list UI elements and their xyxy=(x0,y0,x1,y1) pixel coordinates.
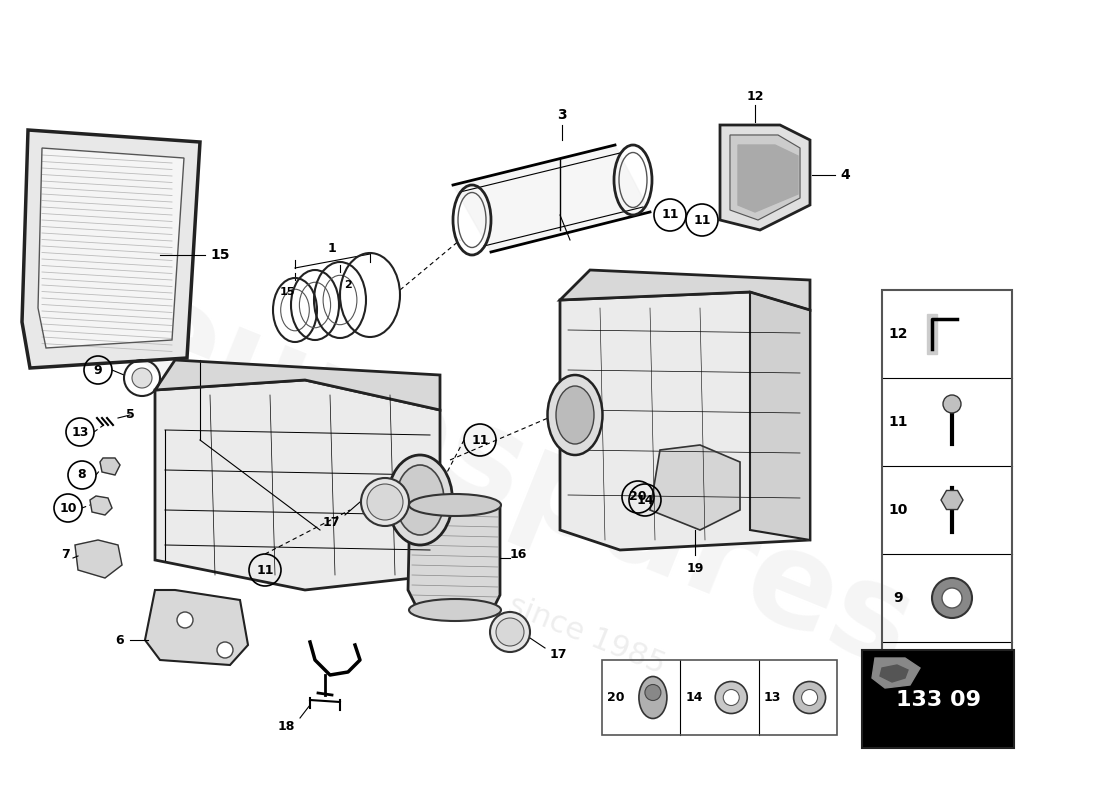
Text: 14: 14 xyxy=(685,691,703,704)
Text: 1: 1 xyxy=(328,242,337,255)
Polygon shape xyxy=(750,292,810,540)
Ellipse shape xyxy=(367,484,403,520)
Ellipse shape xyxy=(645,685,661,701)
Ellipse shape xyxy=(556,386,594,444)
Text: 9: 9 xyxy=(94,363,102,377)
Text: 16: 16 xyxy=(510,549,527,562)
Polygon shape xyxy=(927,314,937,354)
Text: 11: 11 xyxy=(661,209,679,222)
Polygon shape xyxy=(39,148,184,348)
Polygon shape xyxy=(145,590,248,665)
Circle shape xyxy=(802,690,817,706)
Polygon shape xyxy=(880,665,907,682)
Circle shape xyxy=(724,690,739,706)
Text: 17: 17 xyxy=(550,649,568,662)
Text: 11: 11 xyxy=(471,434,488,446)
Ellipse shape xyxy=(639,677,667,718)
Text: 13: 13 xyxy=(764,691,781,704)
Text: 9: 9 xyxy=(893,591,903,605)
Polygon shape xyxy=(90,496,112,515)
Polygon shape xyxy=(872,658,920,688)
Text: 2: 2 xyxy=(344,280,352,290)
Circle shape xyxy=(177,612,192,628)
Ellipse shape xyxy=(409,494,500,516)
Text: 17: 17 xyxy=(322,517,340,530)
Polygon shape xyxy=(720,125,810,230)
Text: 18: 18 xyxy=(277,719,295,733)
Ellipse shape xyxy=(387,455,452,545)
Text: 20: 20 xyxy=(629,490,647,503)
Polygon shape xyxy=(730,135,800,220)
Circle shape xyxy=(943,395,961,413)
Polygon shape xyxy=(100,458,120,475)
Polygon shape xyxy=(453,145,650,252)
Text: 19: 19 xyxy=(686,562,704,574)
Ellipse shape xyxy=(548,375,603,455)
Text: 12: 12 xyxy=(889,327,908,341)
Text: 13: 13 xyxy=(72,426,89,438)
Text: 14: 14 xyxy=(636,494,653,506)
Polygon shape xyxy=(738,145,798,212)
Polygon shape xyxy=(155,360,440,410)
Polygon shape xyxy=(560,292,810,550)
Circle shape xyxy=(932,578,972,618)
Text: 12: 12 xyxy=(746,90,763,102)
Polygon shape xyxy=(22,130,200,368)
Text: 5: 5 xyxy=(125,409,134,422)
Text: 8: 8 xyxy=(893,679,903,693)
Circle shape xyxy=(942,588,962,608)
Text: 7: 7 xyxy=(60,549,69,562)
Circle shape xyxy=(793,682,826,714)
Circle shape xyxy=(715,682,747,714)
Ellipse shape xyxy=(396,465,444,535)
Ellipse shape xyxy=(496,618,524,646)
Polygon shape xyxy=(940,490,962,510)
Ellipse shape xyxy=(409,599,500,621)
Text: 8: 8 xyxy=(78,469,86,482)
Text: 10: 10 xyxy=(59,502,77,514)
Text: 11: 11 xyxy=(256,563,274,577)
Text: 4: 4 xyxy=(840,168,850,182)
Text: 6: 6 xyxy=(116,634,124,646)
Text: 3: 3 xyxy=(558,108,566,122)
Ellipse shape xyxy=(361,478,409,526)
Text: 15: 15 xyxy=(210,248,230,262)
Text: eurospares: eurospares xyxy=(109,265,931,695)
Text: 133 09: 133 09 xyxy=(895,690,980,710)
Text: 20: 20 xyxy=(607,691,625,704)
Circle shape xyxy=(132,368,152,388)
Text: a passion for parts since 1985: a passion for parts since 1985 xyxy=(231,480,669,680)
Circle shape xyxy=(217,642,233,658)
Polygon shape xyxy=(408,500,501,615)
Ellipse shape xyxy=(490,612,530,652)
Polygon shape xyxy=(75,540,122,578)
FancyBboxPatch shape xyxy=(862,650,1014,748)
Polygon shape xyxy=(650,445,740,530)
Text: 11: 11 xyxy=(693,214,711,226)
Polygon shape xyxy=(560,270,810,310)
Polygon shape xyxy=(155,380,440,590)
Text: 11: 11 xyxy=(889,415,908,429)
Text: 10: 10 xyxy=(889,503,908,517)
Text: 15: 15 xyxy=(279,287,295,297)
